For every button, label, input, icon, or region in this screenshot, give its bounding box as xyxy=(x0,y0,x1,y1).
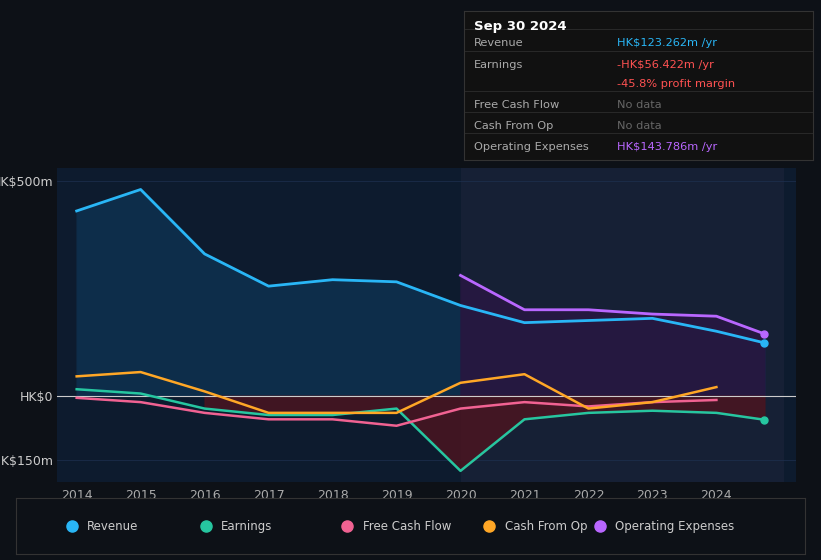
Text: -45.8% profit margin: -45.8% profit margin xyxy=(617,80,736,90)
Text: Revenue: Revenue xyxy=(475,38,524,48)
Text: Free Cash Flow: Free Cash Flow xyxy=(475,100,560,110)
Text: HK$143.786m /yr: HK$143.786m /yr xyxy=(617,142,718,152)
Text: No data: No data xyxy=(617,100,662,110)
Text: -HK$56.422m /yr: -HK$56.422m /yr xyxy=(617,60,714,70)
Text: Revenue: Revenue xyxy=(87,520,139,533)
Text: Operating Expenses: Operating Expenses xyxy=(616,520,735,533)
Text: Cash From Op: Cash From Op xyxy=(475,121,553,131)
Text: Sep 30 2024: Sep 30 2024 xyxy=(475,20,567,33)
Text: Operating Expenses: Operating Expenses xyxy=(475,142,589,152)
Text: No data: No data xyxy=(617,121,662,131)
Text: Free Cash Flow: Free Cash Flow xyxy=(363,520,452,533)
Text: Earnings: Earnings xyxy=(222,520,273,533)
Text: Earnings: Earnings xyxy=(475,60,524,70)
Text: HK$123.262m /yr: HK$123.262m /yr xyxy=(617,38,718,48)
Text: Cash From Op: Cash From Op xyxy=(505,520,588,533)
Bar xyxy=(461,168,783,482)
